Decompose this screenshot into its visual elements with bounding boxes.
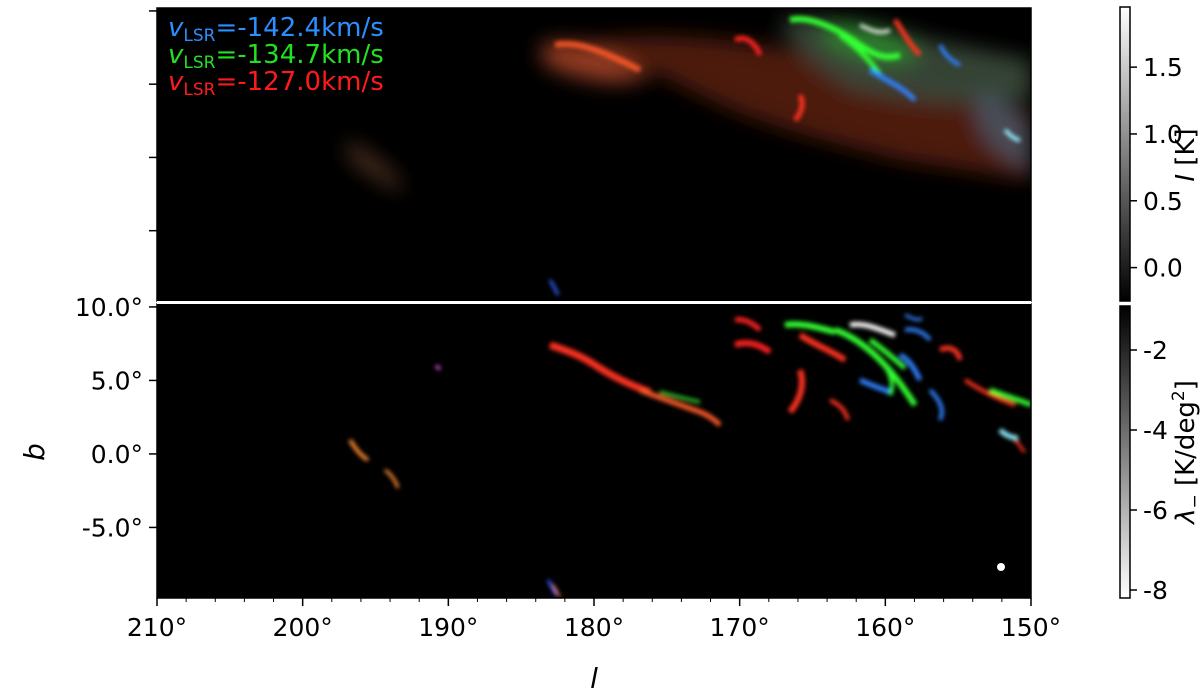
bottom-panel-y-ticks: 10.0° 5.0° 0.0° -5.0° [75, 293, 157, 542]
legend-entry: vLSR=-134.7km/s [168, 40, 384, 73]
top-colorbar-ticks: 1.5 1.0 0.5 0.0 [1130, 53, 1183, 283]
top-panel-filaments [548, 16, 1021, 296]
bottom-colorbar: -2 -4 -6 -8 λ− [K/deg2] [1119, 305, 1200, 605]
y-tick-label: 0.0° [91, 440, 143, 469]
top-colorbar-label: I [K] [1171, 128, 1200, 181]
bottom-colorbar-label: λ− [K/deg2] [1169, 380, 1200, 526]
bottom-panel: 10.0° 5.0° 0.0° -5.0° 210° 200° 190° 180° 170° 1… [75, 293, 1061, 642]
colorbar-tick-label: -8 [1143, 576, 1168, 605]
y-tick-label: 10.0° [75, 293, 143, 322]
colorbar-tick-label: -6 [1143, 496, 1168, 525]
top-colorbar-gradient [1119, 6, 1131, 302]
x-tick-label: 170° [710, 613, 770, 642]
bottom-panel-filaments [348, 313, 1031, 598]
y-axis-title: b [18, 443, 51, 461]
legend-entry: vLSR=-127.0km/s [168, 67, 384, 100]
bottom-colorbar-ticks: -2 -4 -6 -8 [1130, 336, 1168, 605]
bottom-colorbar-gradient [1119, 305, 1131, 599]
top-panel: vLSR=-142.4km/svLSR=-134.7km/svLSR=-127.… [149, 7, 1032, 302]
beam-marker [997, 563, 1005, 571]
colorbar-tick-label: -4 [1143, 416, 1168, 445]
x-tick-label: 160° [855, 613, 915, 642]
top-panel-legend: vLSR=-142.4km/svLSR=-134.7km/svLSR=-127.… [168, 13, 384, 100]
top-panel-y-ticks [149, 10, 157, 232]
colorbar-tick-label: 1.0 [1143, 120, 1183, 149]
colorbar-tick-label: -2 [1143, 336, 1168, 365]
colorbar-tick-label: 0.5 [1143, 187, 1183, 216]
y-tick-label: -5.0° [82, 513, 143, 542]
x-axis-title: l [590, 662, 598, 695]
bottom-panel-x-ticks: 210° 200° 190° 180° 170° 160° 150° [127, 598, 1061, 642]
y-tick-label: 5.0° [91, 366, 143, 395]
legend-entry: vLSR=-142.4km/s [168, 13, 384, 46]
x-tick-label: 190° [418, 613, 478, 642]
bottom-panel-image [157, 304, 1031, 598]
x-tick-label: 150° [1001, 613, 1061, 642]
x-tick-label: 210° [127, 613, 187, 642]
x-tick-label: 200° [273, 613, 333, 642]
x-tick-label: 180° [564, 613, 624, 642]
colorbar-tick-label: 0.0 [1143, 254, 1183, 283]
colorbar-tick-label: 1.5 [1143, 53, 1183, 82]
top-panel-emission [345, 18, 1031, 190]
top-colorbar: 1.5 1.0 0.5 0.0 I [K] [1119, 6, 1200, 302]
